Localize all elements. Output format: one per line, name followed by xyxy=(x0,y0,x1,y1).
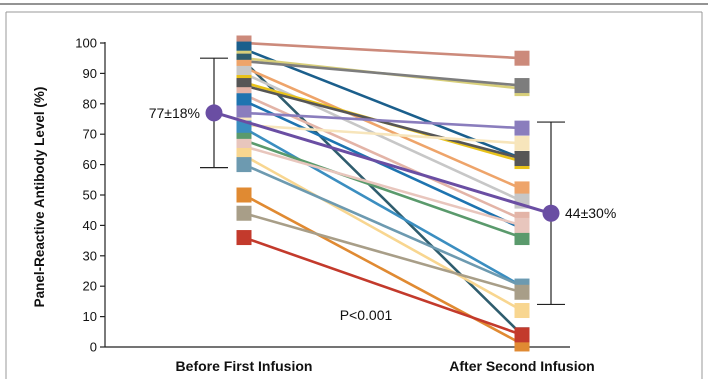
series-line xyxy=(242,163,524,288)
y-ticks: 0 10 20 30 40 50 60 70 80 90 100 xyxy=(75,36,105,355)
series-line xyxy=(242,66,524,191)
marker-after xyxy=(514,181,530,197)
marker-after xyxy=(514,230,530,246)
marker-after xyxy=(514,50,530,66)
series-line xyxy=(242,41,524,60)
summary-label-before: 77±18% xyxy=(149,105,200,121)
series-line xyxy=(242,123,524,145)
axes xyxy=(104,42,570,348)
series-line xyxy=(242,138,524,239)
marker-before xyxy=(236,230,252,246)
summary-mean-line xyxy=(215,111,551,215)
marker-after xyxy=(514,78,530,94)
summary-mean-dot-after xyxy=(542,204,560,222)
series-line xyxy=(242,126,524,288)
y-tick-label: 50 xyxy=(83,188,97,203)
series-line xyxy=(242,84,524,160)
y-tick-label: 30 xyxy=(83,248,97,263)
y-tick-label: 20 xyxy=(83,279,97,294)
series-line xyxy=(242,236,524,337)
marker-before xyxy=(236,93,252,109)
y-tick-label: 60 xyxy=(83,157,97,172)
y-axis-label: Panel-Reactive Antibody Level (%) xyxy=(32,87,47,308)
marker-after xyxy=(514,135,530,151)
summary-mean-dot-before xyxy=(205,104,223,122)
series-line xyxy=(242,145,524,227)
y-tick-label: 10 xyxy=(83,309,97,324)
category-label-before: Before First Infusion xyxy=(176,358,313,374)
series-line xyxy=(242,59,524,337)
summary-layer: 77±18% 44±30% xyxy=(149,57,616,306)
series-line xyxy=(242,59,524,87)
series-line xyxy=(242,154,524,312)
marker-after xyxy=(514,327,530,343)
marker-before xyxy=(236,105,252,121)
marker-after xyxy=(514,217,530,233)
summary-label-after: 44±30% xyxy=(565,205,616,221)
series-line xyxy=(242,211,524,294)
marker-after xyxy=(514,151,530,167)
y-tick-label: 40 xyxy=(83,218,97,233)
p-value-label: P<0.001 xyxy=(340,307,393,323)
marker-before xyxy=(236,120,252,136)
marker-before xyxy=(236,205,252,221)
series-lines xyxy=(242,41,524,346)
marker-after xyxy=(514,284,530,300)
marker-before xyxy=(236,157,252,173)
category-label-after: After Second Infusion xyxy=(449,358,594,374)
y-tick-label: 70 xyxy=(83,127,97,142)
series-line xyxy=(242,111,524,130)
y-tick-label: 90 xyxy=(83,66,97,81)
series-markers xyxy=(236,35,530,352)
y-tick-label: 0 xyxy=(90,340,97,355)
y-tick-label: 80 xyxy=(83,96,97,111)
marker-after xyxy=(514,120,530,136)
y-tick-label: 100 xyxy=(75,36,97,51)
marker-after xyxy=(514,303,530,319)
marker-before xyxy=(236,187,252,203)
